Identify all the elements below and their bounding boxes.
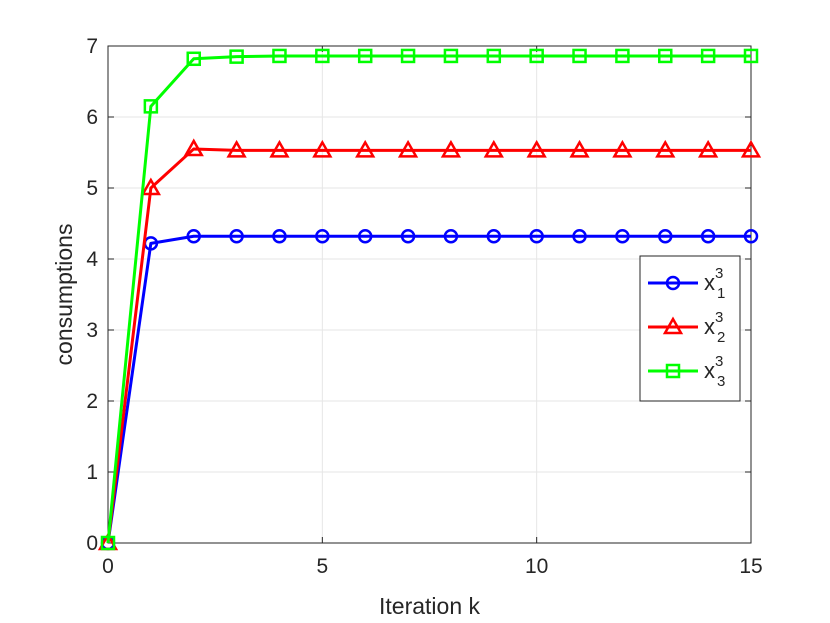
legend: x3 1x3 2x3 3 bbox=[639, 255, 741, 402]
y-axis-label: consumptions bbox=[51, 224, 77, 366]
legend-label: x3 2 bbox=[704, 309, 725, 346]
legend-label-superscript: 3 bbox=[715, 309, 723, 326]
legend-label-base: x bbox=[704, 358, 715, 383]
axis-ticks: 0 5 10 15 0 1 2 3 4 5 6 7 bbox=[86, 35, 762, 578]
series-3-point bbox=[572, 48, 587, 64]
y-tick-label: 7 bbox=[86, 35, 98, 58]
series-2-point bbox=[355, 139, 376, 158]
series-3-point bbox=[400, 48, 416, 64]
series-1-point bbox=[400, 229, 416, 244]
series-2-point bbox=[526, 139, 547, 158]
series-3-point bbox=[357, 48, 373, 64]
series-3-point bbox=[700, 48, 716, 64]
series-2-point bbox=[226, 139, 247, 158]
series-3-point bbox=[658, 48, 673, 64]
series-3-point bbox=[186, 51, 201, 67]
series-2-point bbox=[483, 139, 504, 158]
series-2-point bbox=[569, 139, 590, 158]
series-2-point bbox=[269, 139, 290, 158]
series-3-point bbox=[100, 535, 116, 551]
y-tick-label: 2 bbox=[86, 390, 98, 413]
series-1-point bbox=[700, 229, 716, 244]
legend-label-base: x bbox=[704, 270, 715, 295]
series-1-point bbox=[272, 229, 287, 244]
y-tick-label: 5 bbox=[86, 177, 98, 200]
y-tick-label: 1 bbox=[86, 461, 98, 484]
series-2-point bbox=[183, 138, 204, 157]
series-3-point bbox=[443, 48, 459, 64]
series-3-point bbox=[529, 48, 544, 64]
series-1-point bbox=[186, 229, 201, 244]
x-axis-label: Iteration k bbox=[379, 593, 480, 619]
series-1-point bbox=[443, 229, 459, 244]
series-3-line bbox=[106, 54, 751, 544]
series-2-point bbox=[612, 139, 633, 158]
series-2-point bbox=[740, 139, 762, 158]
plot-frame bbox=[107, 45, 752, 544]
legend-label: x3 3 bbox=[704, 353, 725, 390]
x-tick-label: 5 bbox=[316, 555, 328, 578]
legend-item-1: x3 1 bbox=[648, 265, 725, 302]
series-1-point bbox=[529, 229, 544, 244]
legend-label-superscript: 3 bbox=[715, 353, 723, 370]
series-3-point bbox=[143, 99, 159, 114]
series-3-point bbox=[315, 48, 330, 64]
series-2-line bbox=[106, 147, 751, 544]
series-group bbox=[97, 48, 762, 551]
legend-swatch-marker bbox=[665, 275, 681, 291]
legend-label-subscript: 3 bbox=[717, 373, 725, 390]
legend-swatch-marker bbox=[662, 316, 684, 335]
series-2-point bbox=[140, 177, 162, 196]
y-tick-label: 3 bbox=[86, 319, 98, 342]
series-1-point bbox=[658, 229, 673, 244]
x-tick-label: 0 bbox=[102, 555, 114, 578]
series-1-point bbox=[229, 229, 244, 244]
y-tick-label: 6 bbox=[86, 106, 98, 129]
series-2 bbox=[97, 138, 762, 551]
series-1-point bbox=[315, 229, 330, 244]
legend-label-base: x bbox=[704, 314, 715, 339]
series-1-point bbox=[743, 229, 759, 244]
series-2-point bbox=[655, 139, 676, 158]
series-3 bbox=[100, 48, 759, 551]
series-3-point bbox=[615, 48, 630, 64]
legend-label-superscript: 3 bbox=[715, 265, 723, 282]
y-tick-label: 4 bbox=[86, 248, 98, 271]
series-3-point bbox=[743, 48, 759, 64]
series-1-point bbox=[357, 229, 373, 244]
legend-label-subscript: 1 bbox=[717, 285, 725, 302]
x-tick-label: 15 bbox=[739, 555, 762, 578]
series-1-line bbox=[106, 234, 751, 544]
series-2-point bbox=[397, 139, 419, 158]
series-2-point bbox=[697, 139, 719, 158]
series-1-point bbox=[572, 229, 587, 244]
legend-item-3: x3 3 bbox=[648, 353, 725, 390]
x-tick-label: 10 bbox=[525, 555, 548, 578]
series-1-point bbox=[486, 229, 502, 244]
series-2-point bbox=[440, 139, 462, 158]
legend-label-subscript: 2 bbox=[717, 329, 725, 346]
series-1-point bbox=[615, 229, 630, 244]
y-tick-label: 0 bbox=[86, 532, 98, 555]
legend-item-2: x3 2 bbox=[648, 309, 725, 346]
series-3-point bbox=[486, 48, 502, 64]
legend-swatch-marker bbox=[665, 363, 681, 379]
series-2-point bbox=[312, 139, 333, 158]
series-3-point bbox=[272, 48, 287, 64]
legend-label: x3 1 bbox=[704, 265, 725, 302]
series-3-point bbox=[229, 49, 244, 64]
